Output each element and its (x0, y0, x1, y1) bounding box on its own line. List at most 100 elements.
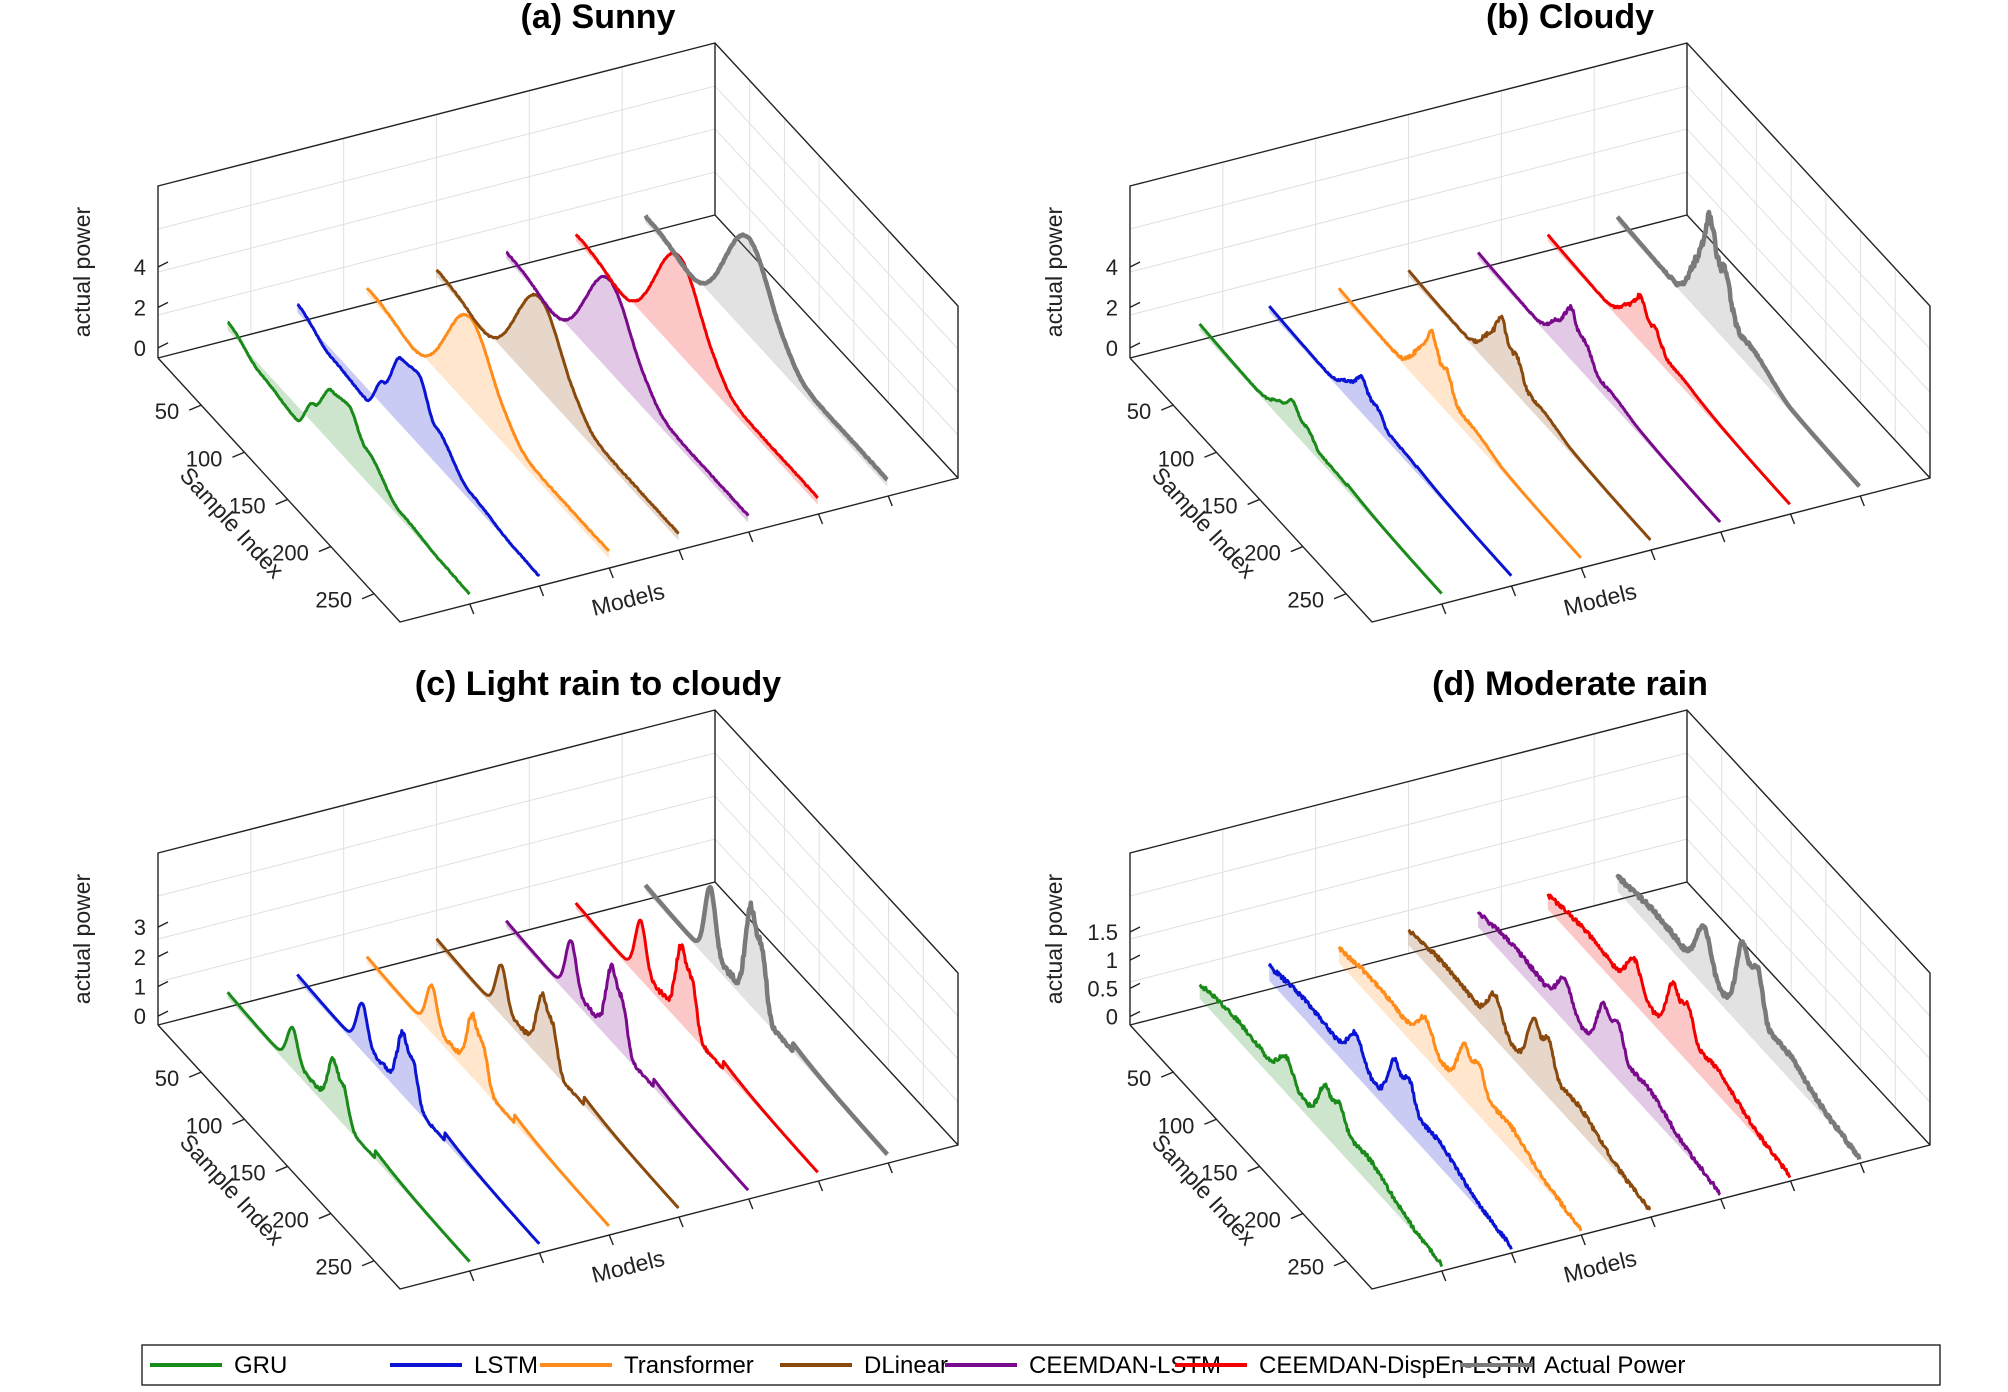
series-line-ceemdan-dispen-lstm (574, 233, 819, 500)
series-line-transformer (1337, 945, 1583, 1232)
x-tick (1247, 1165, 1260, 1173)
y-tick (1129, 342, 1141, 349)
y-tick-label: 2 (1106, 295, 1118, 320)
x-tick-label: 50 (1127, 399, 1151, 424)
series-line-ceemdan-dispen-lstm (1546, 233, 1791, 506)
z-axis-label: Models (589, 578, 667, 621)
x-tick-label: 50 (155, 1066, 179, 1091)
y-tick-label: 0 (1106, 336, 1118, 361)
frame-outline (157, 42, 959, 623)
x-axis-label: Sample Index (1147, 1129, 1262, 1251)
y-tick (157, 301, 169, 309)
x-tick (318, 1212, 332, 1220)
series-line-dlinear (435, 268, 680, 535)
series-line-dlinear (435, 937, 680, 1210)
model-tick (538, 1252, 545, 1264)
model-tick (1510, 1252, 1517, 1264)
x-tick-label: 250 (315, 1255, 352, 1280)
frame-floor-back (1129, 881, 1931, 1146)
series-line-lstm (296, 303, 541, 578)
series-fill-ceemdan-dispen-lstm (1547, 893, 1790, 1178)
subplot-title: (d) Moderate rain (1432, 665, 1708, 703)
z-axis-label: Models (589, 1245, 667, 1288)
model-tick (469, 1270, 475, 1282)
series-line-actual-power (643, 214, 889, 482)
x-tick (361, 593, 375, 600)
x-tick (1204, 451, 1217, 458)
series-fill-gru (1199, 984, 1442, 1267)
x-tick (1160, 404, 1174, 411)
y-tick-label: 3 (134, 915, 146, 940)
legend-label-dlinear: DLinear (864, 1352, 948, 1379)
series-line-gru (1198, 322, 1443, 595)
x-tick-label: 50 (1127, 1066, 1151, 1091)
model-tick (1510, 585, 1517, 597)
y-tick-label: 2 (134, 295, 146, 320)
frame-outline (157, 709, 959, 1290)
series-group (226, 883, 889, 1263)
x-tick (1333, 593, 1347, 600)
x-tick (275, 1165, 288, 1173)
legend: GRU LSTM Transformer DLinear CEEMDAN-LSTM CEE… (141, 1344, 1941, 1386)
y-axis-label: actual power (1041, 206, 1067, 337)
series-fill-lstm (1269, 964, 1512, 1250)
x-tick (318, 545, 332, 553)
x-tick (1290, 545, 1304, 553)
model-ticks (469, 495, 893, 615)
series-line-ceemdan-dispen-lstm (1546, 893, 1792, 1179)
x-tick (1204, 1118, 1217, 1125)
model-tick (1650, 1216, 1656, 1228)
frame-outline (1129, 709, 1931, 1290)
model-tick (538, 585, 545, 597)
frame-floor-back (157, 881, 959, 1146)
series-line-gru (227, 320, 471, 596)
x-tick (188, 404, 202, 411)
y-tick (1129, 1010, 1141, 1018)
model-tick (1789, 1180, 1796, 1192)
y-tick (1129, 954, 1141, 961)
y-tick-label: 1 (134, 974, 146, 999)
x-tick-label: 200 (272, 541, 309, 566)
x-tick (1333, 1260, 1347, 1267)
series-fill-actual-power (1617, 212, 1860, 487)
series-fill-gru (227, 322, 470, 595)
y-tick-label: 4 (134, 255, 146, 280)
y-ticks: 0 2 4 (1106, 255, 1141, 361)
model-tick (1789, 513, 1796, 525)
y-axis-label: actual power (69, 873, 95, 1004)
x-tick-label: 150 (1201, 493, 1238, 518)
series-line-actual-power (643, 883, 889, 1156)
frame-outline (1129, 42, 1931, 623)
y-tick (1129, 261, 1141, 268)
subplot-title: (b) Cloudy (1486, 0, 1654, 36)
model-tick (1650, 549, 1656, 561)
model-tick (748, 531, 754, 543)
grid-line (1129, 795, 1931, 1060)
x-tick-label: 200 (1244, 1208, 1281, 1233)
y-tick-label: 0 (134, 1004, 146, 1029)
y-tick-label: 0 (1106, 1005, 1118, 1030)
series-line-transformer (1337, 287, 1582, 559)
series-fill-transformer (366, 288, 609, 559)
series-line-dlinear (1407, 928, 1652, 1211)
x-tick-label: 250 (315, 588, 352, 613)
x-axis-label: Sample Index (175, 1129, 290, 1251)
y-axis-label: actual power (69, 206, 95, 337)
x-tick (1247, 498, 1260, 506)
series-group (227, 214, 889, 596)
y-ticks: 0 2 4 (134, 255, 169, 361)
series-fill-dlinear (436, 269, 679, 541)
x-tick-label: 100 (1158, 446, 1195, 471)
model-tick (817, 1180, 824, 1192)
series-line-transformer (365, 287, 611, 552)
grid-line (1129, 128, 1931, 393)
series-line-gru (226, 991, 471, 1263)
model-tick (1720, 1198, 1726, 1210)
model-ticks (469, 1162, 893, 1282)
x-axis-label: Sample Index (1147, 462, 1262, 584)
model-tick (1441, 603, 1447, 615)
